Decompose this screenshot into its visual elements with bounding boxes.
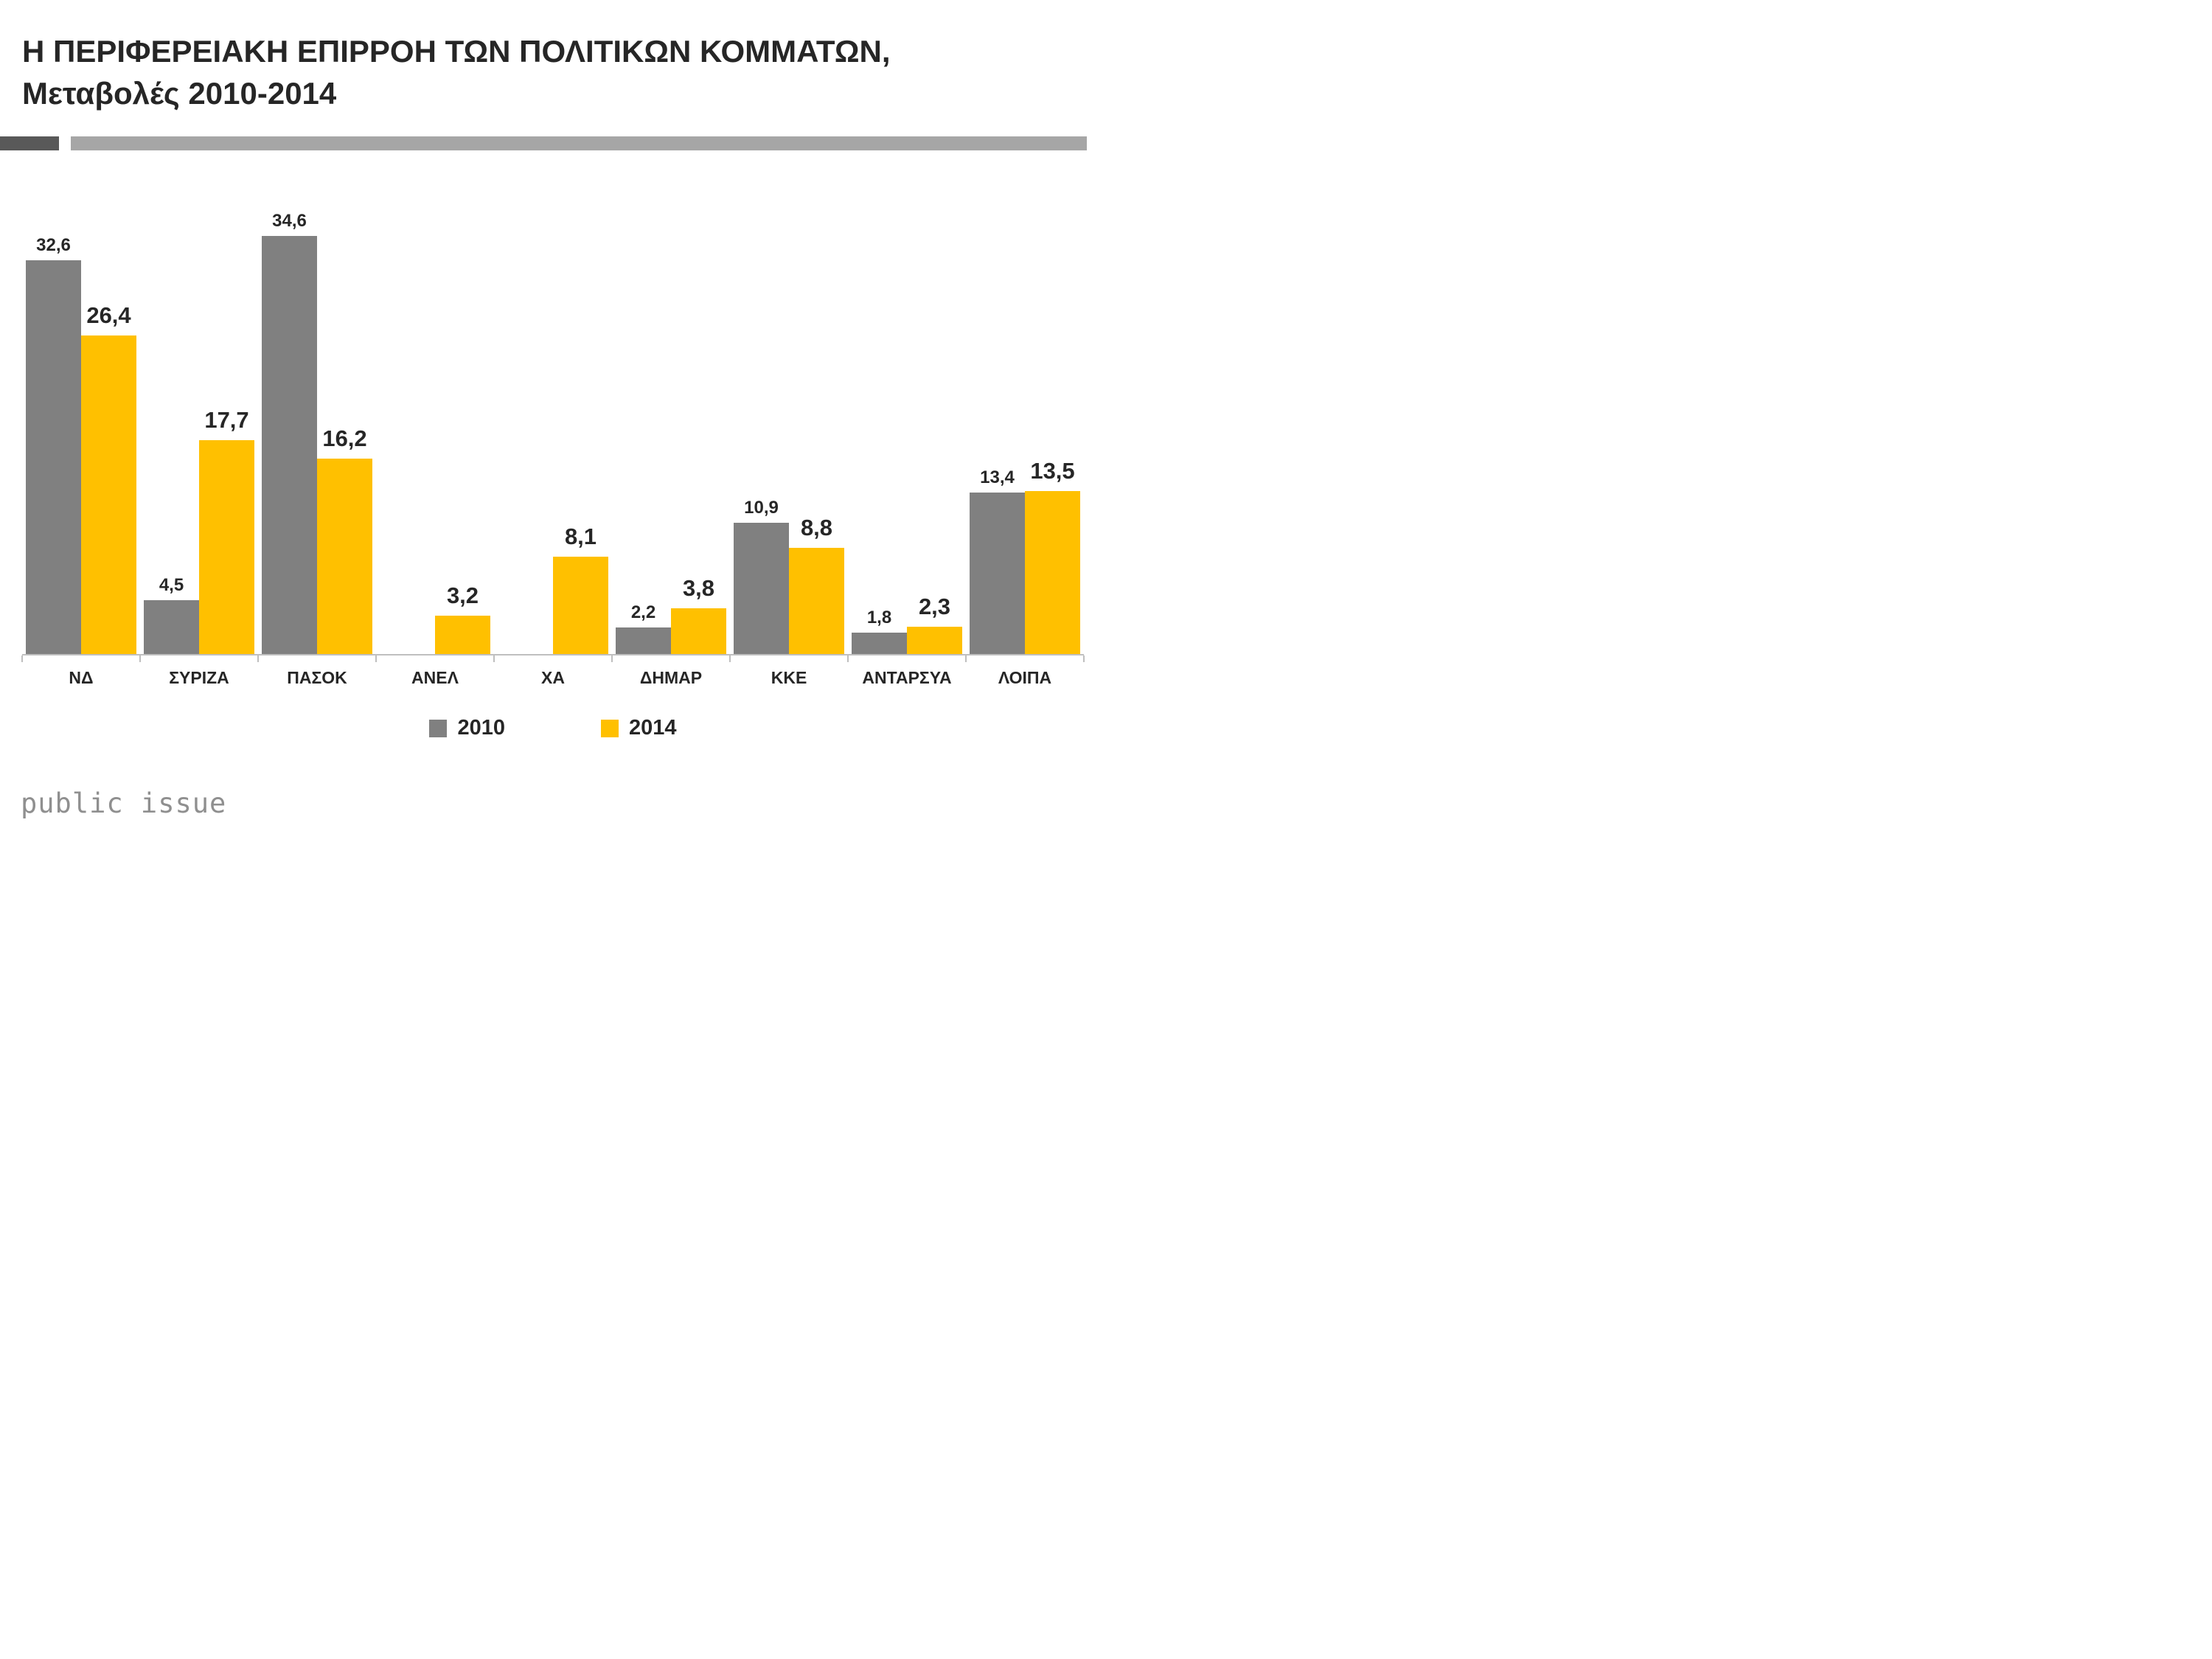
page-title: Η ΠΕΡΙΦΕΡΕΙΑΚΗ ΕΠΙΡΡΟΗ ΤΩΝ ΠΟΛΙΤΙΚΩΝ ΚΟΜ… [0, 0, 1106, 114]
value-label: 8,8 [800, 515, 833, 541]
x-axis-label: ΑΝΤΑΡΣΥΑ [862, 668, 952, 688]
x-axis-label: ΝΔ [69, 668, 94, 688]
bar-2014: 2,3 [907, 594, 962, 655]
slide: Η ΠΕΡΙΦΕΡΕΙΑΚΗ ΕΠΙΡΡΟΗ ΤΩΝ ΠΟΛΙΤΙΚΩΝ ΚΟΜ… [0, 0, 1106, 830]
bar-2010: 4,5 [144, 575, 199, 655]
bar-2014: 16,2 [317, 425, 372, 655]
bar-slot: 2,3 [907, 220, 966, 655]
legend-item-2010: 2010 [429, 716, 505, 740]
axis-tick [1083, 655, 1085, 663]
value-label: 17,7 [204, 407, 249, 434]
plot-area: 32,6 26,4 4,5 17,7 34,6 16,2 3,2 8,1 2,2 3,8 10,9 8… [22, 211, 1084, 656]
bar-slot: 16,2 [317, 220, 376, 655]
bar-2010: 1,8 [852, 608, 907, 655]
bar-2014: 8,8 [789, 515, 844, 655]
bar-2010: 13,4 [970, 467, 1025, 655]
axis-tick [21, 655, 23, 663]
x-axis-ticks [21, 655, 1085, 663]
bar-2014: 8,1 [553, 524, 608, 655]
bar-2010: 2,2 [616, 602, 671, 655]
axis-tick [847, 655, 849, 663]
legend: 2010 2014 [0, 716, 1106, 740]
x-axis-labels: ΝΔ ΣΥΡΙΖΑ ΠΑΣΟΚ ΑΝΕΛ ΧΑ ΔΗΜΑΡ ΚΚΕ ΑΝΤΑΡΣΥΑ ΛΟΙΠΑ [22, 668, 1084, 688]
bar-2014: 17,7 [199, 407, 254, 655]
bar-slot: 26,4 [81, 220, 140, 655]
bar-slot [376, 220, 435, 654]
divider-rule [0, 136, 1106, 151]
bar-slot: 8,1 [553, 220, 612, 655]
axis-tick [964, 655, 967, 663]
value-label: 2,2 [630, 602, 656, 623]
bar-group: 4,5 17,7 [140, 220, 258, 655]
bar-slot: 13,5 [1025, 220, 1084, 655]
value-label: 2,3 [918, 593, 951, 619]
bar-group: 13,4 13,5 [966, 220, 1084, 655]
value-label: 13,5 [1030, 458, 1075, 484]
value-label: 8,1 [564, 523, 597, 549]
bar-slot: 4,5 [140, 220, 199, 655]
value-label: 16,2 [322, 425, 367, 451]
bar-slot: 13,4 [966, 220, 1025, 655]
bar-2014: 3,2 [435, 582, 490, 655]
axis-tick [139, 655, 141, 663]
bar-chart: 32,6 26,4 4,5 17,7 34,6 16,2 3,2 8,1 2,2 3,8 10,9 8… [21, 211, 1085, 688]
bar-slot: 2,2 [612, 220, 671, 655]
bar-group: 32,6 26,4 [22, 220, 140, 655]
bar-2010: 32,6 [26, 235, 81, 655]
legend-item-2014: 2014 [601, 716, 677, 740]
bar-group: 2,2 3,8 [612, 220, 730, 655]
bar-slot: 3,8 [671, 220, 730, 655]
bar-group: 3,2 [376, 220, 494, 655]
divider-light-segment [71, 136, 1087, 151]
bar-2014: 26,4 [81, 302, 136, 655]
bar-slot: 34,6 [258, 211, 317, 655]
axis-tick [493, 655, 495, 663]
bar-slot: 3,2 [435, 220, 494, 655]
bar-2010: 10,9 [734, 498, 789, 655]
divider-dark-segment [0, 136, 59, 151]
value-label: 3,2 [446, 582, 479, 608]
x-axis-label: ΚΚΕ [771, 668, 807, 688]
value-label: 3,8 [682, 575, 715, 602]
bar-2014: 3,8 [671, 575, 726, 655]
axis-tick [375, 655, 377, 663]
axis-tick [611, 655, 613, 663]
axis-tick [257, 655, 259, 663]
title-line-2: Μεταβολές 2010-2014 [22, 75, 337, 111]
bar-slot: 8,8 [789, 220, 848, 655]
x-axis-label: ΔΗΜΑΡ [639, 668, 703, 688]
value-label: 26,4 [86, 302, 131, 328]
legend-swatch-icon [601, 719, 619, 737]
x-axis-label: ΣΥΡΙΖΑ [169, 668, 229, 688]
bar-slot [494, 220, 553, 654]
public-issue-logo: public issue [21, 787, 227, 819]
x-axis-label: ΑΝΕΛ [411, 668, 459, 688]
legend-label: 2010 [457, 716, 505, 740]
bar-group: 34,6 16,2 [258, 211, 376, 655]
bar-slot: 17,7 [199, 220, 258, 655]
x-axis-label: ΛΟΙΠΑ [998, 668, 1052, 688]
legend-swatch-icon [429, 719, 448, 737]
x-axis-label: ΠΑΣΟΚ [287, 668, 347, 688]
bar-slot: 10,9 [730, 220, 789, 655]
bar-2010: 34,6 [262, 211, 317, 655]
bar-group: 8,1 [494, 220, 612, 655]
x-axis-label: ΧΑ [541, 668, 565, 688]
bar-group: 1,8 2,3 [848, 220, 966, 655]
axis-tick [728, 655, 731, 663]
bar-group: 10,9 8,8 [730, 220, 848, 655]
value-label: 4,5 [159, 574, 184, 595]
bar-slot: 32,6 [22, 220, 81, 655]
value-label: 32,6 [36, 235, 71, 256]
bar-2014: 13,5 [1025, 458, 1080, 655]
value-label: 13,4 [980, 467, 1015, 487]
value-label: 10,9 [744, 497, 779, 518]
value-label: 1,8 [866, 607, 892, 627]
value-label: 34,6 [272, 211, 307, 232]
legend-label: 2014 [629, 716, 677, 740]
title-line-1: Η ΠΕΡΙΦΕΡΕΙΑΚΗ ΕΠΙΡΡΟΗ ΤΩΝ ΠΟΛΙΤΙΚΩΝ ΚΟΜ… [22, 34, 891, 69]
bar-slot: 1,8 [848, 220, 907, 655]
